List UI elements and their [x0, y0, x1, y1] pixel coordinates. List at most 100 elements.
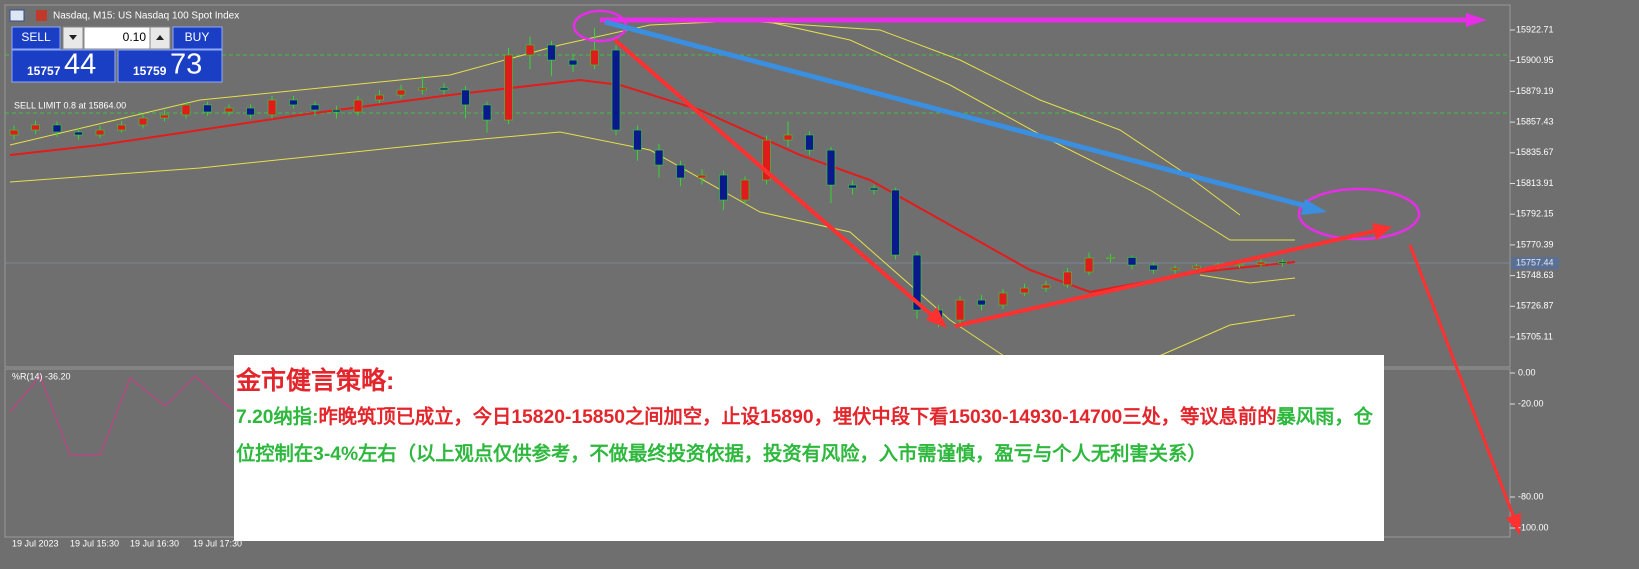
candle-body	[310, 104, 320, 111]
chart-header: Nasdaq, M15: US Nasdaq 100 Spot Index	[53, 11, 239, 22]
band-outer	[699, 17, 1241, 216]
candles	[9, 28, 1287, 328]
indicator-tick-label: -100.00	[1518, 522, 1549, 532]
candle-body	[95, 129, 105, 136]
strategy-note: 金市健言策略: 7.20纳指:昨晚筑顶已成立，今日15820-15850之间加空…	[234, 355, 1384, 541]
price-tick-label: 15900.95	[1516, 55, 1554, 65]
indicator-tick-label: -20.00	[1518, 398, 1544, 408]
candle-body	[1127, 257, 1137, 266]
candle-body	[267, 99, 277, 116]
bid-box[interactable]	[11, 49, 116, 83]
candle-body	[590, 49, 599, 66]
price-tick-label: 15770.39	[1516, 239, 1554, 249]
ask-price: 15759	[133, 64, 167, 78]
band-lower	[1199, 274, 1296, 284]
candle-body	[676, 164, 685, 179]
arrow-head	[926, 307, 947, 328]
band-lower	[1149, 314, 1296, 361]
bid-pips: 44	[64, 49, 96, 81]
arrow-head	[1506, 513, 1521, 535]
arrow-head	[1301, 199, 1327, 215]
candle-body	[1106, 257, 1115, 259]
price-tick-label: 15857.43	[1516, 116, 1554, 126]
candle-body	[439, 87, 449, 91]
time-label: 19 Jul 17:30	[193, 538, 242, 548]
candle-body	[1278, 261, 1287, 264]
candle-body	[697, 174, 707, 179]
candle-body	[998, 292, 1008, 306]
sell-label[interactable]: SELL	[21, 30, 51, 44]
price-tick-label: 15705.11	[1516, 331, 1553, 341]
candle-body	[1192, 265, 1201, 269]
candle-body	[138, 117, 148, 126]
candle-body	[547, 44, 556, 61]
candle-body	[332, 109, 341, 113]
indicator-tick-label: 0.00	[1518, 367, 1536, 377]
indicator-label: %R(14) -36.20	[12, 371, 71, 381]
candle-body	[461, 89, 470, 106]
candle-body	[762, 139, 771, 181]
candle-body	[289, 99, 298, 106]
candle-body	[1149, 264, 1158, 271]
candle-body	[848, 184, 857, 189]
candle-body	[633, 129, 642, 151]
dropdown-arrow	[69, 35, 77, 40]
arrow-head	[1372, 223, 1392, 240]
candle-body	[353, 99, 363, 113]
price-tick-label: 15813.91	[1516, 178, 1554, 188]
price-tick-label: 15792.15	[1516, 209, 1554, 219]
candle-body	[74, 131, 83, 136]
candle-body	[52, 124, 62, 133]
candle-body	[1256, 261, 1266, 265]
note-body: 7.20纳指:昨晚筑顶已成立，今日15820-15850之间加空，止设15890…	[236, 399, 1384, 473]
moving-average	[9, 78, 1296, 294]
up-arrow	[156, 35, 164, 40]
candle-body	[912, 254, 922, 311]
candle-body	[977, 299, 986, 306]
candle-body	[525, 44, 535, 56]
note-title: 金市健言策略:	[236, 367, 395, 395]
candle-body	[1041, 284, 1051, 289]
price-tick-label: 15748.63	[1516, 270, 1554, 280]
annotation-arrow	[604, 19, 1311, 210]
candle-body	[869, 187, 879, 191]
candle-body	[826, 149, 836, 186]
price-tick-label: 15726.87	[1516, 301, 1554, 311]
candle-body	[1084, 257, 1094, 273]
note-segment: 7.20纳指:	[236, 407, 319, 428]
candle-body	[783, 134, 793, 141]
buy-button[interactable]	[172, 26, 223, 50]
candle-body	[31, 124, 40, 131]
note-segment: 昨晚筑顶已成立，今日15820-15850之间加空，止设15890，埋伏中段下看…	[318, 407, 1277, 428]
candle-body	[719, 174, 728, 201]
candle-body	[1170, 267, 1180, 271]
ask-box[interactable]	[117, 49, 223, 83]
candle-body	[955, 299, 965, 321]
sell-button[interactable]	[11, 26, 61, 50]
price-tick-label: 15835.67	[1516, 147, 1554, 157]
candle-body	[504, 54, 513, 121]
price-tick-label: 15879.19	[1516, 86, 1554, 96]
ask-pips: 73	[170, 49, 202, 81]
bid-price: 15757	[27, 64, 61, 78]
time-label: 19 Jul 2023	[12, 538, 59, 548]
williams-r-line	[9, 375, 233, 456]
candle-body	[654, 149, 664, 166]
candle-body	[1020, 287, 1029, 294]
candle-body	[891, 189, 900, 256]
annotation-ellipse	[1297, 187, 1421, 241]
buy-label[interactable]: BUY	[185, 30, 210, 44]
candle-body	[740, 179, 750, 201]
menu-icon[interactable]	[9, 9, 25, 22]
candle-body	[482, 104, 492, 121]
candle-body	[203, 104, 212, 113]
arrow-head	[1466, 13, 1487, 27]
note-segment: 暴风雨，仓位控制在3-4%左右（以上观点仅供参考，不做最终投资依据，投资有风险，…	[236, 407, 1373, 465]
order-label: SELL LIMIT 0.8 at 15864.00	[14, 100, 126, 110]
candle-body	[375, 94, 384, 101]
candle-body	[396, 89, 406, 96]
current-price-tag	[1511, 257, 1559, 270]
candle-body	[805, 134, 814, 151]
time-label: 19 Jul 16:30	[130, 538, 179, 548]
